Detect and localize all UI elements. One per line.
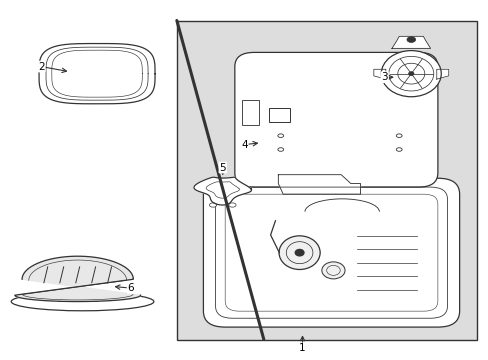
Polygon shape xyxy=(278,175,360,194)
Ellipse shape xyxy=(228,203,236,207)
Ellipse shape xyxy=(209,203,216,207)
Bar xyxy=(177,21,476,339)
Bar xyxy=(268,108,290,122)
Text: 3: 3 xyxy=(381,72,387,82)
Polygon shape xyxy=(391,36,430,48)
Polygon shape xyxy=(15,256,140,302)
Text: 1: 1 xyxy=(299,343,305,354)
Ellipse shape xyxy=(11,292,154,311)
Text: 2: 2 xyxy=(38,62,45,72)
Bar xyxy=(242,100,259,125)
FancyBboxPatch shape xyxy=(203,178,459,327)
Ellipse shape xyxy=(295,249,304,256)
Polygon shape xyxy=(373,69,385,79)
Polygon shape xyxy=(194,177,251,205)
Polygon shape xyxy=(39,44,155,104)
Ellipse shape xyxy=(321,262,345,279)
Polygon shape xyxy=(436,69,448,79)
Text: 4: 4 xyxy=(241,140,247,149)
Ellipse shape xyxy=(408,72,413,76)
Text: 6: 6 xyxy=(127,283,134,293)
Text: 5: 5 xyxy=(219,163,225,172)
Ellipse shape xyxy=(381,51,440,97)
FancyBboxPatch shape xyxy=(234,53,437,187)
Ellipse shape xyxy=(406,37,415,42)
Ellipse shape xyxy=(279,236,320,270)
